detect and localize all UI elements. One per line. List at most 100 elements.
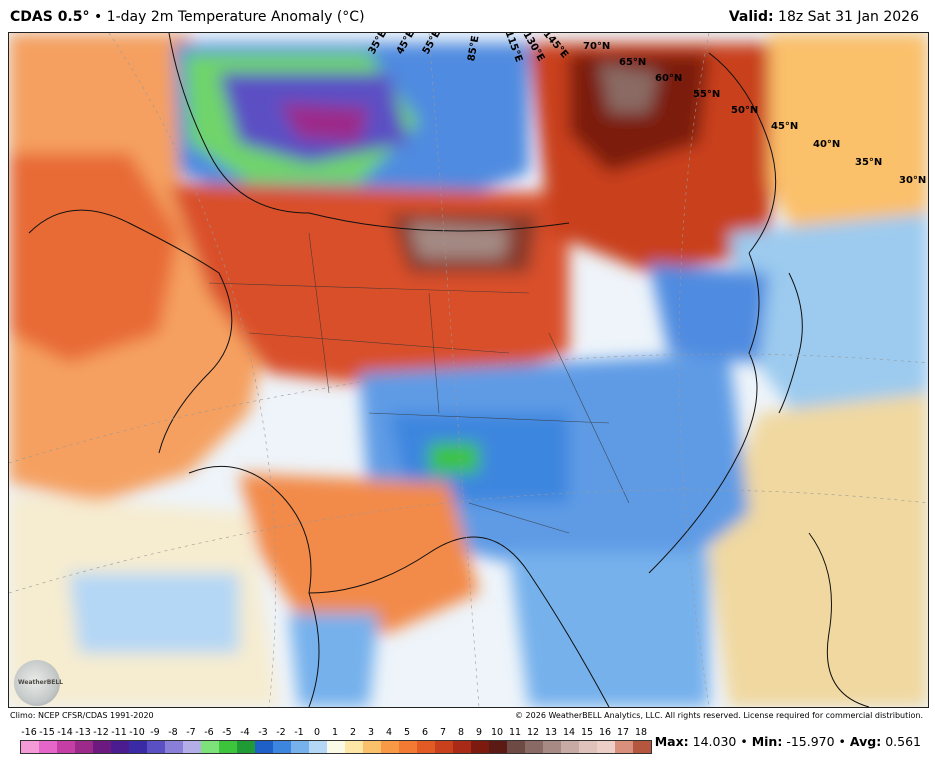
colorbar-cell xyxy=(327,741,345,753)
colorbar-label: -12 xyxy=(93,727,109,738)
colorbar-cell xyxy=(111,741,129,753)
colorbar-cell xyxy=(75,741,93,753)
colorbar-cell xyxy=(273,741,291,753)
colorbar-label: 1 xyxy=(331,727,339,738)
colorbar-cell xyxy=(489,741,507,753)
colorbar-label: -6 xyxy=(204,727,214,738)
colorbar-cell xyxy=(21,741,39,753)
lat-label-70: 70°N xyxy=(583,41,611,52)
lat-label-45: 45°N xyxy=(771,121,799,132)
weatherbell-logo: WeatherBELL xyxy=(14,660,63,706)
field-description: 1-day 2m Temperature Anomaly ( xyxy=(106,9,343,25)
colorbar-label: -5 xyxy=(222,727,232,738)
colorbar-label: 3 xyxy=(367,727,375,738)
colorbar-cell xyxy=(201,741,219,753)
colorbar-cell xyxy=(165,741,183,753)
stats: Max: 14.030 • Min: -15.970 • Avg: 0.561 xyxy=(654,734,921,749)
colorbar-label: 8 xyxy=(457,727,465,738)
colorbar-label: 5 xyxy=(403,727,411,738)
colorbar-cell xyxy=(579,741,597,753)
colorbar-label: 15 xyxy=(580,727,594,738)
colorbar-label: 18 xyxy=(634,727,648,738)
lat-label-30: 30°N xyxy=(899,175,927,186)
colorbar-label: 4 xyxy=(385,727,393,738)
lat-label-35: 35°N xyxy=(855,157,883,168)
colorbar-label: 13 xyxy=(544,727,558,738)
colorbar-cell xyxy=(507,741,525,753)
colorbar-label: 2 xyxy=(349,727,357,738)
lat-label-65: 65°N xyxy=(619,57,647,68)
colorbar-cell xyxy=(561,741,579,753)
colorbar-cell xyxy=(57,741,75,753)
colorbar-label: -14 xyxy=(57,727,73,738)
colorbar-cell xyxy=(147,741,165,753)
colorbar-cell xyxy=(381,741,399,753)
colorbar-cell xyxy=(39,741,57,753)
colorbar-cell xyxy=(615,741,633,753)
climo-note: Climo: NCEP CFSR/CDAS 1991-2020 xyxy=(10,711,154,720)
colorbar-label: -9 xyxy=(150,727,160,738)
colorbar-cell xyxy=(309,741,327,753)
colorbar-cell xyxy=(237,741,255,753)
product-name: CDAS 0.5 xyxy=(10,9,83,25)
colorbar-cell xyxy=(471,741,489,753)
colorbar-label: -4 xyxy=(240,727,250,738)
colorbar-label: 10 xyxy=(490,727,504,738)
colorbar-label: -7 xyxy=(186,727,196,738)
unit: °C xyxy=(342,9,360,25)
colorbar-cell xyxy=(525,741,543,753)
colorbar-label: -1 xyxy=(294,727,304,738)
lat-label-60: 60°N xyxy=(655,73,683,84)
colorbar-label: 17 xyxy=(616,727,630,738)
lat-label-40: 40°N xyxy=(813,139,841,150)
temperature-anomaly-map xyxy=(9,33,928,707)
colorbar-label: 0 xyxy=(313,727,321,738)
colorbar-label: 14 xyxy=(562,727,576,738)
colorbar-cell xyxy=(345,741,363,753)
colorbar-label: 16 xyxy=(598,727,612,738)
colorbar-cell xyxy=(183,741,201,753)
avg-label: Avg: xyxy=(849,734,882,749)
colorbar-label: -8 xyxy=(168,727,178,738)
max-label: Max: xyxy=(654,734,689,749)
colorbar-label: -11 xyxy=(111,727,127,738)
valid-label: Valid: xyxy=(728,9,774,25)
colorbar-label: 7 xyxy=(439,727,447,738)
min-label: Min: xyxy=(751,734,783,749)
max-value: 14.030 xyxy=(692,734,737,749)
header: CDAS 0.5° • 1-day 2m Temperature Anomaly… xyxy=(0,0,935,32)
colorbar-cell xyxy=(291,741,309,753)
colorbar-cell xyxy=(255,741,273,753)
colorbar xyxy=(20,740,652,754)
colorbar-cell xyxy=(597,741,615,753)
valid-time-value: 18z Sat 31 Jan 2026 xyxy=(778,9,919,25)
lat-label-55: 55°N xyxy=(693,89,721,100)
min-value: -15.970 xyxy=(786,734,835,749)
colorbar-cell xyxy=(453,741,471,753)
colorbar-cell xyxy=(219,741,237,753)
colorbar-cell xyxy=(399,741,417,753)
valid-time: Valid: 18z Sat 31 Jan 2026 xyxy=(729,9,919,25)
colorbar-cell xyxy=(129,741,147,753)
colorbar-label: -3 xyxy=(258,727,268,738)
colorbar-cell xyxy=(633,741,651,753)
map-title: CDAS 0.5° • 1-day 2m Temperature Anomaly… xyxy=(10,9,365,25)
colorbar-cell xyxy=(435,741,453,753)
colorbar-label: 11 xyxy=(508,727,522,738)
copyright-note: © 2026 WeatherBELL Analytics, LLC. All r… xyxy=(515,711,923,720)
colorbar-label: -10 xyxy=(129,727,145,738)
colorbar-label: -16 xyxy=(21,727,37,738)
colorbar-label: -13 xyxy=(75,727,91,738)
map-area: 70°N 65°N 60°N 55°N 50°N 45°N 40°N 35°N … xyxy=(8,32,929,708)
colorbar-cell xyxy=(93,741,111,753)
colorbar-label: -2 xyxy=(276,727,286,738)
colorbar-label: 6 xyxy=(421,727,429,738)
lat-label-50: 50°N xyxy=(731,105,759,116)
colorbar-cell xyxy=(543,741,561,753)
colorbar-label: 12 xyxy=(526,727,540,738)
colorbar-cell xyxy=(417,741,435,753)
colorbar-cell xyxy=(363,741,381,753)
colorbar-label: 9 xyxy=(475,727,483,738)
colorbar-label: -15 xyxy=(39,727,55,738)
avg-value: 0.561 xyxy=(885,734,921,749)
